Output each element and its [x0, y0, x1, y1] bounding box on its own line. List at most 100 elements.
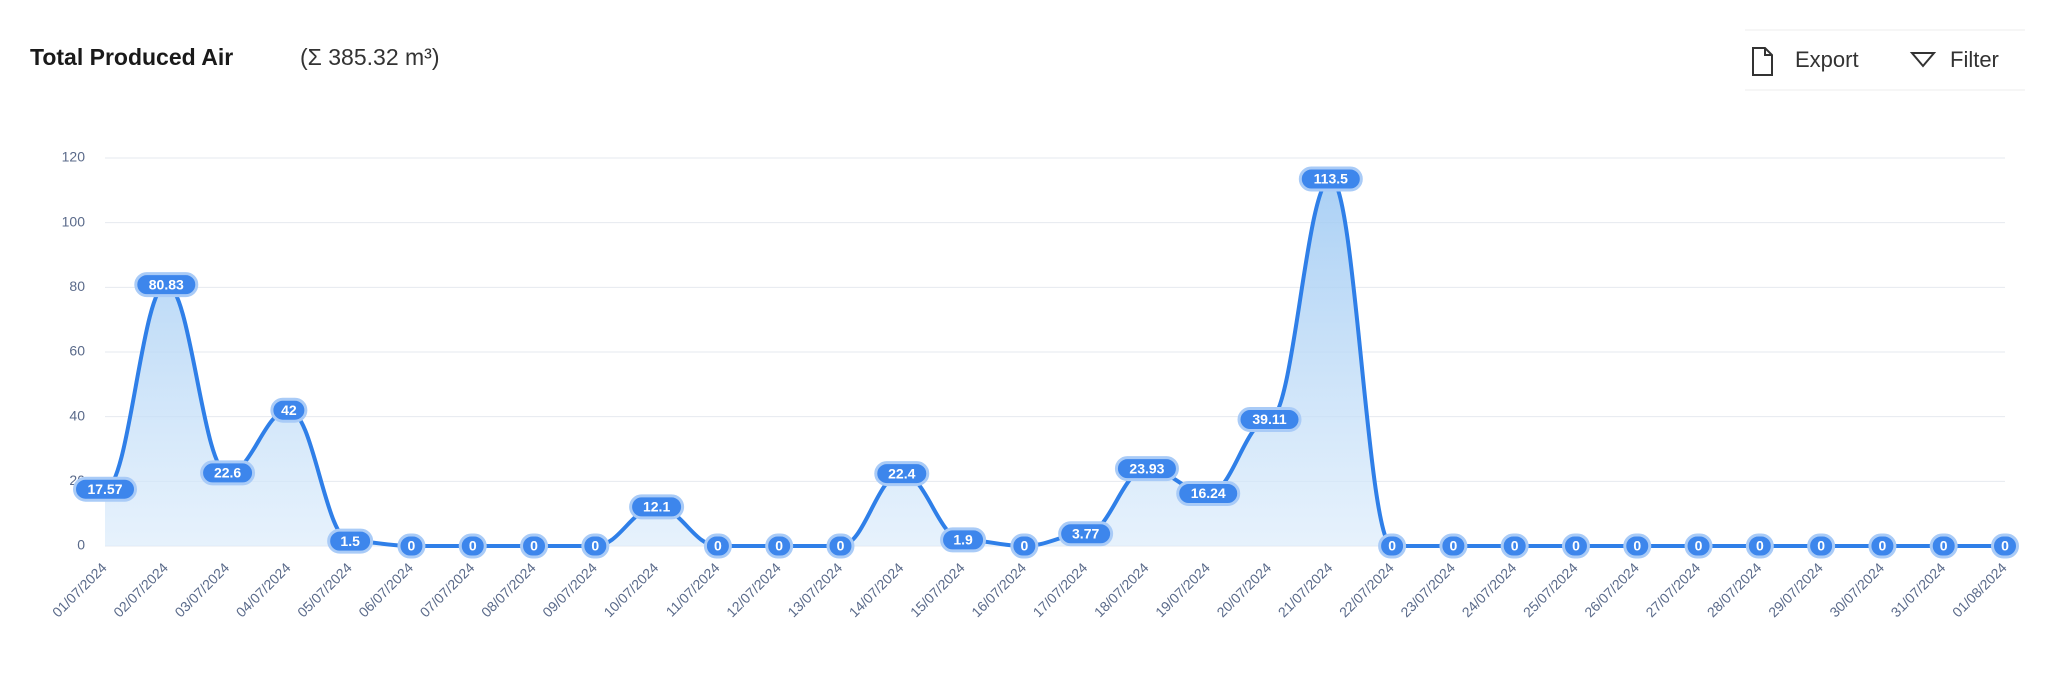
data-label: 39.11 [1252, 411, 1286, 427]
data-point [940, 527, 987, 553]
data-label: 0 [775, 538, 783, 554]
data-label: 0 [469, 538, 477, 554]
data-point [826, 533, 855, 559]
export-icon [1752, 47, 1773, 76]
data-label: 0 [1449, 538, 1457, 554]
x-tick-label: 16/07/2024 [968, 559, 1029, 620]
x-tick-label: 12/07/2024 [723, 559, 784, 620]
data-label: 113.5 [1314, 171, 1348, 187]
y-tick-label: 0 [77, 537, 85, 553]
data-point [270, 397, 308, 423]
x-tick-label: 10/07/2024 [600, 559, 661, 620]
x-tick-label: 15/07/2024 [907, 559, 968, 620]
x-tick-label: 31/07/2024 [1888, 559, 1949, 620]
data-point [1058, 521, 1114, 547]
x-tick-label: 13/07/2024 [784, 559, 845, 620]
data-label: 0 [1940, 538, 1948, 554]
data-label: 0 [714, 538, 722, 554]
data-point [1176, 480, 1241, 506]
data-label: 16.24 [1191, 485, 1226, 501]
x-tick-label: 17/07/2024 [1030, 559, 1091, 620]
data-label: 17.57 [87, 481, 122, 497]
x-tick-label: 27/07/2024 [1642, 559, 1703, 620]
filter-button[interactable]: Filter [1909, 47, 1999, 72]
data-label: 23.93 [1129, 460, 1164, 476]
x-tick-label: 19/07/2024 [1152, 559, 1213, 620]
x-tick-label: 09/07/2024 [539, 559, 600, 620]
data-label: 0 [1388, 538, 1396, 554]
data-point [1684, 533, 1713, 559]
data-point [1623, 533, 1652, 559]
x-tick-label: 14/07/2024 [846, 559, 907, 620]
data-point [1010, 533, 1039, 559]
data-label: 12.1 [643, 499, 670, 515]
x-tick-label: 03/07/2024 [171, 559, 232, 620]
data-point [629, 494, 685, 520]
x-tick-label: 24/07/2024 [1459, 559, 1520, 620]
data-label: 0 [1572, 538, 1580, 554]
data-point [1807, 533, 1836, 559]
data-point [765, 533, 794, 559]
x-tick-label: 26/07/2024 [1581, 559, 1642, 620]
data-point [1929, 533, 1958, 559]
data-point [327, 528, 374, 554]
filter-icon [1909, 52, 1937, 68]
data-label: 42 [281, 402, 297, 418]
data-point [874, 461, 930, 487]
data-label: 0 [837, 538, 845, 554]
data-point [703, 533, 732, 559]
x-tick-label: 06/07/2024 [355, 559, 416, 620]
data-label: 0 [530, 538, 538, 554]
x-tick-label: 05/07/2024 [294, 559, 355, 620]
data-label: 0 [1695, 538, 1703, 554]
x-tick-label: 11/07/2024 [663, 559, 723, 619]
data-point [458, 533, 487, 559]
filter-label: Filter [1950, 47, 1999, 72]
x-tick-label: 20/07/2024 [1213, 559, 1274, 620]
x-tick-label: 21/07/2024 [1275, 559, 1336, 620]
data-label: 0 [408, 538, 416, 554]
x-tick-label: 18/07/2024 [1091, 559, 1152, 620]
export-button[interactable]: Export [1752, 47, 1859, 76]
data-label: 80.83 [149, 276, 184, 292]
data-label: 22.6 [214, 465, 241, 481]
data-point [73, 476, 137, 502]
data-label: 0 [1633, 538, 1641, 554]
x-tick-label: 07/07/2024 [417, 559, 478, 620]
x-tick-label: 28/07/2024 [1704, 559, 1765, 620]
data-label: 0 [1756, 538, 1764, 554]
x-tick-label: 08/07/2024 [478, 559, 539, 620]
x-tick-label: 04/07/2024 [233, 559, 294, 620]
area-fill [105, 179, 2005, 546]
data-label: 0 [591, 538, 599, 554]
data-label: 0 [1020, 538, 1028, 554]
export-label: Export [1795, 47, 1859, 72]
data-point [1114, 456, 1179, 482]
data-point [134, 272, 199, 298]
data-label: 1.9 [953, 532, 973, 548]
y-tick-label: 40 [69, 407, 85, 423]
chart-subtitle: (Σ 385.32 m³) [300, 44, 439, 70]
data-point [581, 533, 610, 559]
data-label: 0 [1879, 538, 1887, 554]
x-tick-label: 02/07/2024 [110, 559, 171, 620]
data-label: 0 [2001, 538, 2009, 554]
data-label: 1.5 [340, 533, 360, 549]
data-point [1378, 533, 1407, 559]
data-point [1298, 166, 1363, 192]
chart-title: Total Produced Air [30, 44, 233, 70]
y-tick-label: 100 [62, 213, 86, 229]
x-tick-label: 01/08/2024 [1949, 559, 2010, 620]
x-tick-label: 29/07/2024 [1765, 559, 1826, 620]
x-tick-label: 23/07/2024 [1397, 559, 1458, 620]
line [104, 177, 2005, 549]
data-point [1991, 533, 2019, 559]
data-point [1237, 407, 1302, 433]
data-point [520, 533, 549, 559]
y-tick-label: 120 [62, 149, 86, 165]
data-point [200, 460, 256, 486]
data-point [1561, 533, 1590, 559]
y-tick-label: 60 [69, 343, 85, 359]
data-label: 0 [1817, 538, 1825, 554]
